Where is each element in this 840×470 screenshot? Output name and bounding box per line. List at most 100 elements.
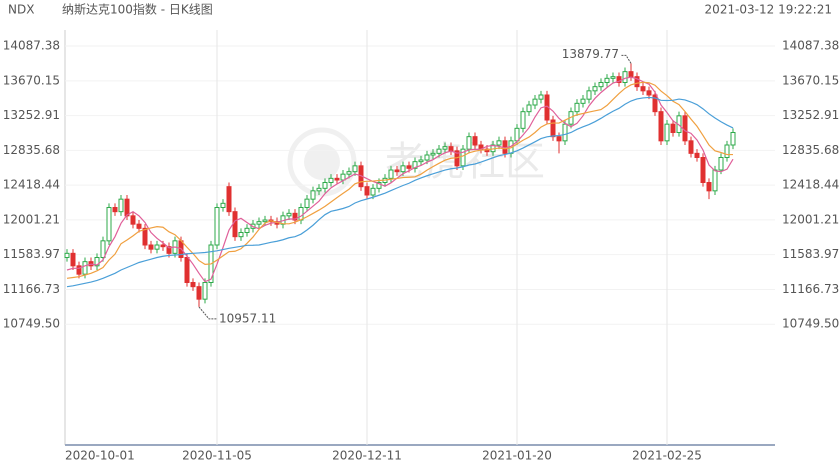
- candle-body: [592, 86, 598, 92]
- ma-line: [66, 96, 734, 288]
- y-tick-label-right: 11166.73: [782, 282, 839, 296]
- candle-body: [352, 165, 358, 173]
- candle-body: [70, 252, 76, 267]
- candle-body: [628, 71, 634, 78]
- candle-body: [136, 223, 142, 229]
- candle-body: [94, 257, 100, 267]
- candle-body: [364, 186, 370, 196]
- candle-body: [214, 207, 220, 246]
- candle-body: [424, 154, 430, 161]
- candle-body: [562, 123, 568, 142]
- y-tick-label-right: 12418.44: [782, 178, 839, 192]
- candle-body: [682, 115, 688, 142]
- high-label: 13879.77: [562, 47, 619, 61]
- y-tick-label: 12835.68: [3, 143, 60, 157]
- candle-body: [604, 77, 610, 84]
- low-label: 10957.11: [219, 311, 276, 325]
- candle-body: [244, 227, 250, 233]
- watermark-logo: [287, 127, 357, 197]
- candle-body: [64, 252, 70, 258]
- candle-body: [466, 136, 472, 150]
- candle-body: [256, 221, 262, 225]
- candle-body: [598, 82, 604, 88]
- y-tick-label-right: 12001.21: [782, 212, 839, 226]
- candle-body: [586, 90, 592, 100]
- candle-body: [226, 186, 232, 213]
- candle-body: [580, 98, 586, 104]
- candle-body: [82, 261, 88, 275]
- candle-body: [472, 136, 478, 146]
- candle-body: [286, 212, 292, 217]
- y-tick-label: 11166.73: [3, 282, 60, 296]
- high-pointer: [621, 54, 632, 64]
- candle-body: [130, 215, 136, 225]
- candle-body: [220, 202, 226, 208]
- candle-body: [520, 111, 526, 129]
- candle-body: [640, 86, 646, 92]
- candle-body: [664, 123, 670, 142]
- candle-body: [556, 136, 562, 142]
- candle-body: [694, 152, 700, 158]
- candle-body: [310, 190, 316, 200]
- candle-body: [532, 98, 538, 106]
- candle-body: [322, 182, 328, 189]
- candle-body: [346, 171, 352, 175]
- candle-body: [340, 173, 346, 181]
- candle-body: [730, 132, 736, 146]
- candle-body: [202, 282, 208, 300]
- candle-body: [406, 165, 412, 169]
- y-tick-label-right: 10749.50: [782, 317, 839, 331]
- candle-body: [238, 232, 244, 238]
- y-tick-label: 14087.38: [3, 39, 60, 53]
- candle-body: [712, 169, 718, 192]
- candle-body: [412, 161, 418, 169]
- candle-body: [550, 119, 556, 138]
- candle-body: [652, 94, 658, 113]
- candle-body: [658, 111, 664, 142]
- y-tick-label-right: 12835.68: [782, 143, 839, 157]
- y-tick-label-right: 14087.38: [782, 39, 839, 53]
- candle-body: [292, 212, 298, 221]
- low-pointer: [198, 306, 217, 320]
- candle-body: [430, 152, 436, 156]
- y-tick-label-right: 13670.15: [782, 73, 839, 87]
- y-tick-label: 13252.91: [3, 108, 60, 122]
- candle-body: [538, 94, 544, 100]
- candle-body: [448, 146, 454, 152]
- candle-body: [184, 257, 190, 283]
- candle-body: [400, 165, 406, 173]
- candle-body: [724, 144, 730, 158]
- candle-body: [526, 104, 532, 113]
- candle-body: [262, 219, 268, 223]
- candle-body: [436, 148, 442, 154]
- candle-body: [706, 182, 712, 192]
- ma-line: [66, 81, 733, 279]
- candle-body: [160, 244, 166, 248]
- candle-body: [148, 244, 154, 250]
- symbol: NDX: [8, 3, 34, 17]
- candle-body: [154, 244, 160, 250]
- candle-body: [622, 71, 628, 83]
- candle-body: [196, 286, 202, 300]
- x-tick-label: 2020-12-11: [332, 449, 402, 463]
- candle-body: [304, 198, 310, 209]
- candle-body: [610, 76, 616, 79]
- candle-body: [190, 282, 196, 288]
- y-tick-label: 13670.15: [3, 73, 60, 87]
- candle-body: [112, 207, 118, 213]
- candle-body: [232, 211, 238, 238]
- y-tick-label-right: 11583.97: [782, 247, 839, 261]
- candle-body: [124, 198, 130, 217]
- candle-body: [514, 127, 520, 142]
- candle-body: [388, 169, 394, 179]
- candle-body: [574, 102, 580, 113]
- candle-body: [634, 76, 640, 88]
- y-tick-label: 12418.44: [3, 178, 60, 192]
- candle-body: [376, 182, 382, 189]
- timestamp: 2021-03-12 19:22:21: [705, 3, 832, 17]
- chart-title: 纳斯达克100指数 - 日K线图: [62, 2, 213, 17]
- x-tick-label: 2020-11-05: [182, 449, 252, 463]
- candle-body: [370, 187, 376, 196]
- candle-body: [646, 90, 652, 96]
